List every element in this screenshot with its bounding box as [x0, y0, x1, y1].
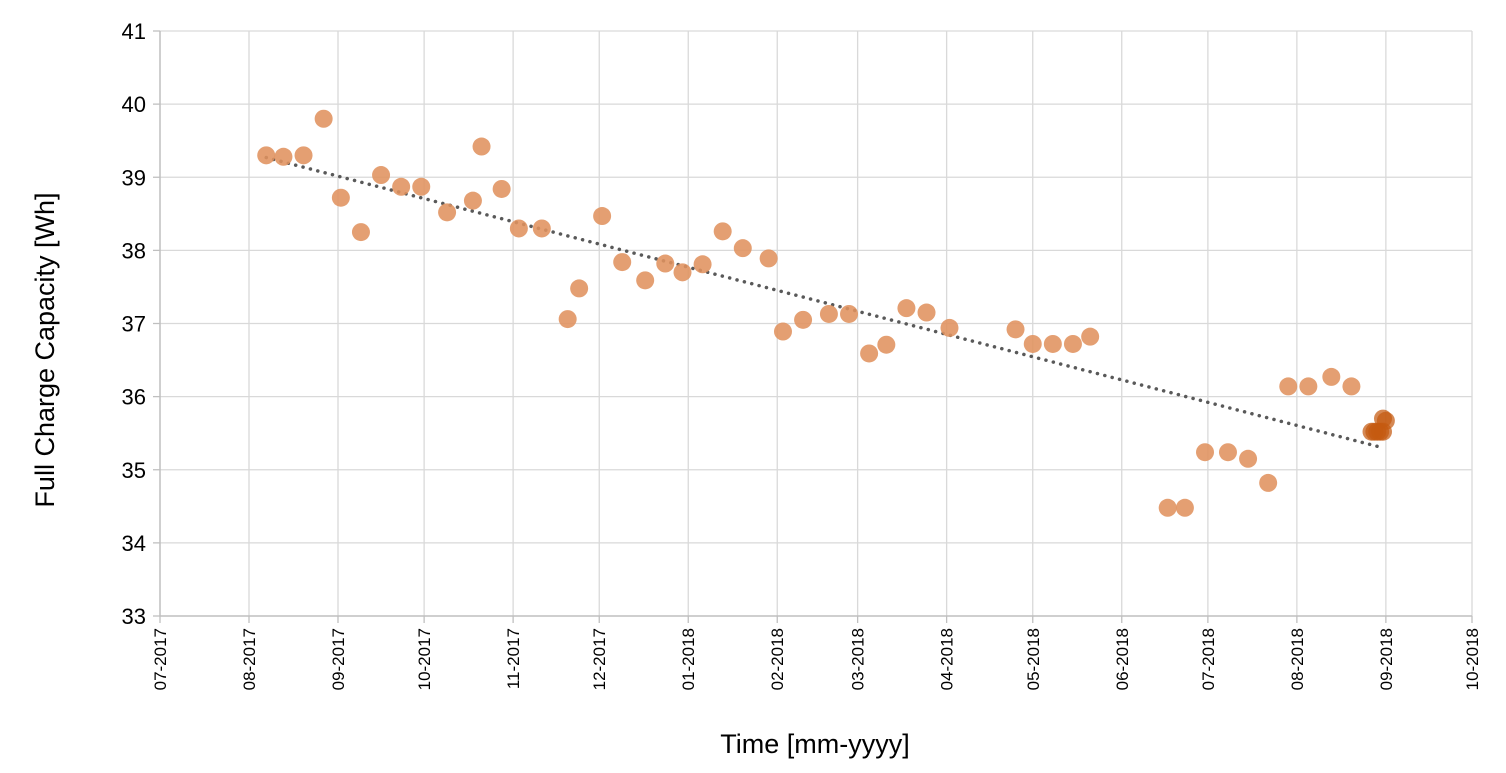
y-tick-label: 35: [122, 458, 146, 483]
x-tick-label: 03-2018: [849, 628, 868, 690]
x-tick-label: 09-2017: [329, 628, 348, 690]
data-point: [1218, 443, 1237, 462]
data-point: [940, 318, 959, 337]
x-tick-label: 08-2018: [1288, 628, 1307, 690]
x-tick-label: 06-2018: [1113, 628, 1132, 690]
data-point: [1259, 473, 1278, 492]
data-point: [314, 109, 333, 128]
x-tick-label: 04-2018: [938, 628, 957, 690]
data-point: [472, 137, 491, 156]
y-tick-label: 40: [122, 92, 146, 117]
y-tick-label: 36: [122, 385, 146, 410]
data-point: [1006, 320, 1025, 339]
x-tick-labels: 07-2017 08-2017 09-2017 10-2017 11-2017 12-20…: [151, 628, 1482, 690]
axes: [153, 30, 1473, 623]
data-point: [733, 239, 752, 258]
x-tick-label: 12-2017: [590, 628, 609, 690]
x-tick-label: 09-2018: [1377, 628, 1396, 690]
data-point: [463, 191, 482, 210]
data-point: [509, 219, 528, 238]
data-point: [917, 303, 936, 322]
data-point: [1023, 334, 1042, 353]
data-point: [372, 166, 391, 185]
y-tick-label: 39: [122, 165, 146, 190]
data-point: [1239, 449, 1258, 468]
data-point: [274, 147, 293, 166]
y-tick-label: 33: [122, 604, 146, 629]
y-tick-label: 37: [122, 312, 146, 337]
data-point: [558, 310, 577, 329]
data-point: [673, 263, 692, 282]
data-point: [759, 249, 778, 268]
data-point: [1322, 367, 1341, 386]
data-point: [1175, 498, 1194, 517]
x-tick-label: 11-2017: [504, 628, 523, 689]
data-point: [438, 203, 457, 222]
data-point: [1196, 443, 1215, 462]
y-axis-title: Full Charge Capacity [Wh]: [30, 192, 60, 507]
data-point: [532, 219, 551, 238]
data-point: [897, 299, 916, 318]
data-point: [1299, 377, 1318, 396]
data-point: [860, 344, 879, 363]
x-tick-label: 08-2017: [240, 628, 259, 690]
y-tick-label: 38: [122, 238, 146, 263]
x-tick-label: 01-2018: [679, 628, 698, 690]
data-point: [1063, 334, 1082, 353]
data-point: [294, 146, 313, 165]
y-tick-label: 34: [122, 531, 146, 556]
data-point: [636, 271, 655, 290]
data-point: [593, 207, 612, 226]
y-tick-label: 41: [122, 19, 146, 44]
trendline: [264, 155, 1385, 450]
data-point: [1342, 377, 1361, 396]
data-point: [392, 177, 411, 196]
data-point: [773, 322, 792, 341]
x-axis-title: Time [mm-yyyy]: [720, 729, 909, 759]
data-point: [1374, 422, 1393, 441]
data-point: [613, 253, 632, 272]
data-point: [331, 188, 350, 207]
data-point: [492, 179, 511, 198]
data-point: [713, 222, 732, 241]
data-point: [351, 223, 370, 242]
x-tick-label: 07-2018: [1199, 628, 1218, 690]
data-point: [1043, 334, 1062, 353]
x-tick-label: 07-2017: [151, 628, 170, 690]
data-point: [656, 254, 675, 273]
data-point: [794, 310, 813, 329]
data-point: [819, 304, 838, 323]
data-point: [257, 146, 276, 165]
data-point: [693, 255, 712, 274]
gridlines: [160, 30, 1473, 616]
data-point: [1279, 377, 1298, 396]
data-point: [412, 177, 431, 196]
x-tick-label: 10-2017: [415, 628, 434, 690]
trendline-layer: [264, 155, 1385, 450]
data-point: [570, 279, 589, 298]
x-tick-label: 05-2018: [1024, 628, 1043, 690]
data-point: [1081, 327, 1100, 346]
data-point: [877, 335, 896, 354]
x-tick-label: 02-2018: [768, 628, 787, 690]
data-points: [257, 109, 1395, 517]
x-tick-label: 10-2018: [1463, 628, 1482, 690]
data-point: [1158, 498, 1177, 517]
data-point: [840, 304, 859, 323]
y-tick-labels: 33 34 35 36 37 38 39 40 41: [122, 19, 146, 629]
